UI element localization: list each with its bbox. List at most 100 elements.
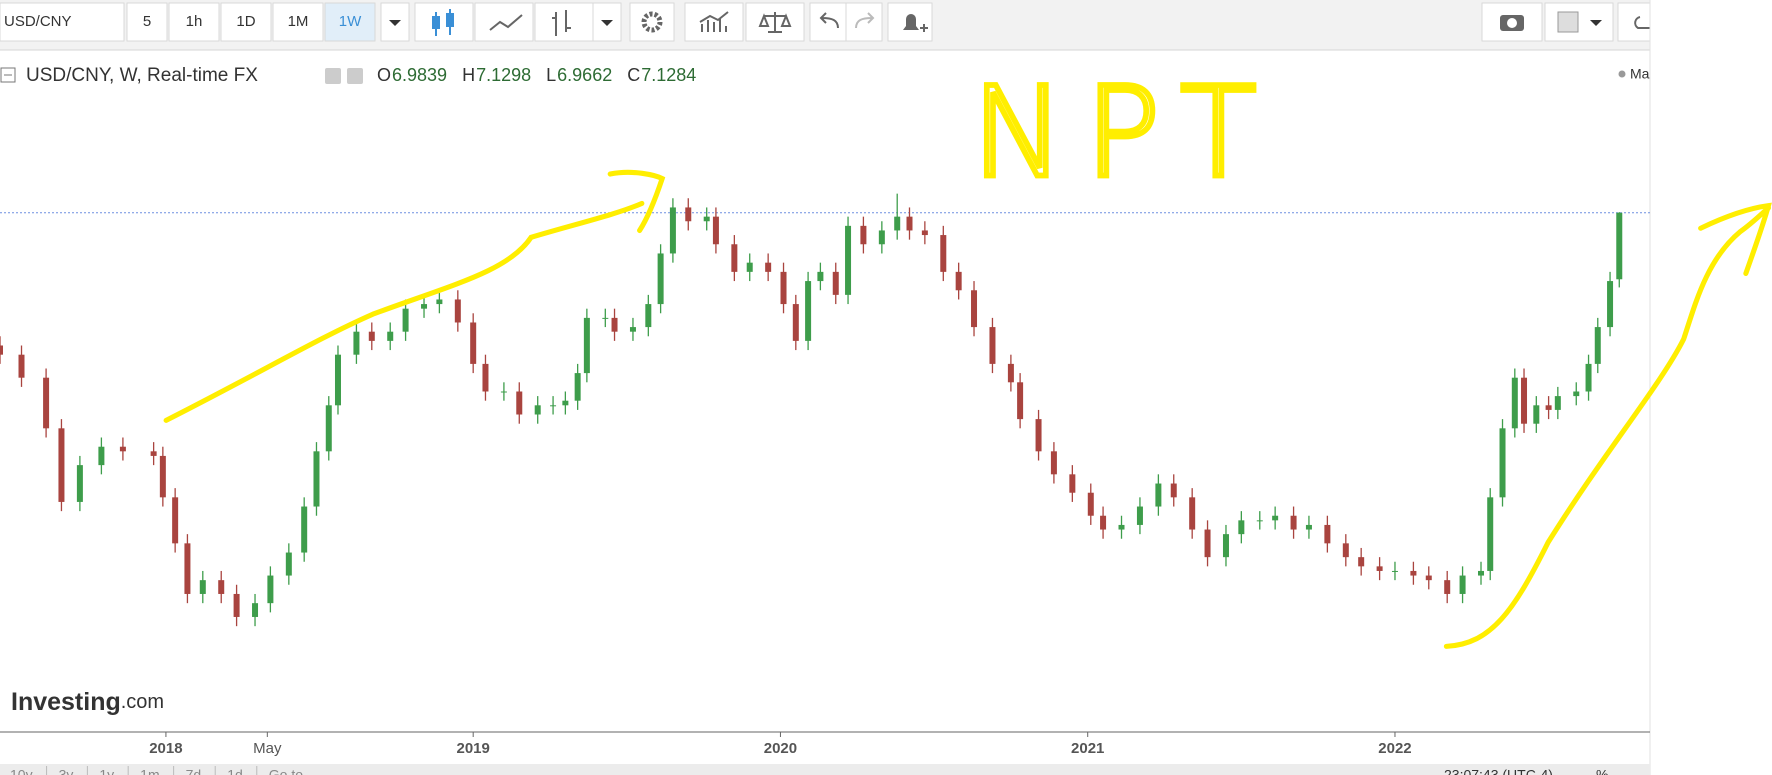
- candle-body: [1425, 575, 1432, 581]
- candle-body: [878, 230, 885, 245]
- candle-body: [1607, 281, 1614, 328]
- range-button[interactable]: 3y: [59, 767, 74, 775]
- ohlc-key: H: [462, 65, 475, 85]
- candle-body: [184, 543, 191, 594]
- range-button[interactable]: 7d: [186, 767, 202, 775]
- candle-body: [18, 354, 25, 378]
- candle-body: [562, 400, 569, 406]
- candle-body: [325, 405, 332, 452]
- candle-body: [1017, 382, 1024, 420]
- annotation-arrow: [607, 169, 666, 234]
- percent-toggle[interactable]: %: [1596, 767, 1608, 775]
- icon: [699, 11, 729, 32]
- goto-button[interactable]: Go to: [269, 767, 303, 775]
- dropdown-arrow: [601, 20, 613, 26]
- candle-body: [233, 593, 240, 617]
- bars-button[interactable]: [534, 2, 594, 42]
- candle-body: [1358, 557, 1365, 567]
- ohlc-value: 6.9662: [557, 65, 612, 85]
- cloud-button[interactable]: [1617, 2, 1651, 42]
- candle-body: [353, 331, 360, 355]
- candle-body: [1459, 575, 1466, 594]
- candle-body: [267, 575, 274, 604]
- candle-body: [1204, 529, 1211, 558]
- candle-body: [1342, 543, 1349, 558]
- color-button[interactable]: [1544, 2, 1614, 42]
- candle-body: [832, 271, 839, 295]
- candle-body: [940, 235, 947, 272]
- candle-body: [955, 271, 962, 291]
- candle-body: [1290, 515, 1297, 530]
- candle-body: [1487, 497, 1494, 571]
- range-button[interactable]: 1m: [140, 767, 159, 775]
- candle-body: [1238, 520, 1245, 535]
- visibility-icon[interactable]: [325, 68, 341, 84]
- redo-button[interactable]: [845, 2, 883, 42]
- candle-body: [454, 299, 461, 323]
- range-button[interactable]: 1y: [99, 767, 114, 775]
- candle-body: [368, 331, 375, 341]
- ohlc-legend: O 6.9839 H 7.1298 L 6.9662 C 7.1284: [377, 65, 696, 85]
- candle-body: [1050, 451, 1057, 475]
- x-tick-label: May: [253, 740, 282, 757]
- icon: [1557, 11, 1579, 33]
- candle-body: [172, 497, 179, 544]
- candle-body: [921, 230, 928, 236]
- candle-body: [387, 331, 394, 341]
- collapse-icon[interactable]: [0, 67, 16, 83]
- candle-body: [989, 327, 996, 364]
- candle-body: [894, 216, 901, 231]
- annotation-arrow: [163, 200, 645, 423]
- interval-label: 1D: [236, 13, 255, 30]
- range-button[interactable]: 1d: [227, 767, 243, 775]
- candle-body: [805, 281, 812, 341]
- icon: [855, 12, 875, 29]
- candle-body: [252, 603, 259, 617]
- undo-button[interactable]: [809, 2, 847, 42]
- candle-body: [1155, 483, 1162, 507]
- candle-body: [1035, 419, 1042, 452]
- interval-button[interactable]: [272, 2, 324, 42]
- interval-button[interactable]: [168, 2, 220, 42]
- candle-body: [1324, 524, 1331, 544]
- x-tick-label: 2020: [764, 740, 797, 757]
- candle-body: [845, 225, 852, 295]
- icon: [432, 16, 440, 29]
- interval-button[interactable]: [126, 2, 168, 42]
- candle-body: [550, 405, 557, 407]
- annotation-text: NPT: [972, 62, 1277, 206]
- interval-button[interactable]: [220, 2, 272, 42]
- candle-body: [421, 304, 428, 309]
- settings-button[interactable]: [629, 2, 675, 42]
- x-tick-label: 2021: [1071, 740, 1104, 757]
- line-button[interactable]: [474, 2, 534, 42]
- candle-body: [482, 363, 489, 392]
- candle-body: [470, 322, 477, 364]
- candle-body: [780, 271, 787, 305]
- candle-body: [1272, 515, 1279, 521]
- candle-body: [1410, 570, 1417, 576]
- candle-body: [1533, 405, 1540, 424]
- candle-body: [199, 580, 206, 594]
- candle-body: [285, 552, 292, 576]
- interval-button[interactable]: [324, 2, 376, 42]
- plot: 2018 May 2019 2020 2021 2022: [0, 193, 1650, 757]
- candle-body: [746, 262, 753, 272]
- candle-body: [712, 216, 719, 245]
- annotation-layer: NPT: [163, 59, 1772, 649]
- icon: [552, 10, 571, 36]
- candle-body: [516, 391, 523, 415]
- candle-body: [1189, 497, 1196, 530]
- overlay-label: Ma: [1630, 66, 1650, 82]
- annotation-arrow: [1443, 205, 1771, 649]
- symbol-box[interactable]: [0, 2, 125, 42]
- candle-body: [402, 308, 409, 332]
- interval-group: 5 1h 1D 1M 1W: [126, 2, 376, 42]
- candles-button[interactable]: [414, 2, 474, 42]
- settings-icon[interactable]: [347, 68, 363, 84]
- candle-body: [1585, 363, 1592, 392]
- candle-body: [1100, 515, 1107, 530]
- icon: [1507, 18, 1517, 28]
- dropdown-arrow: [389, 20, 401, 26]
- range-button[interactable]: 10y: [10, 767, 33, 775]
